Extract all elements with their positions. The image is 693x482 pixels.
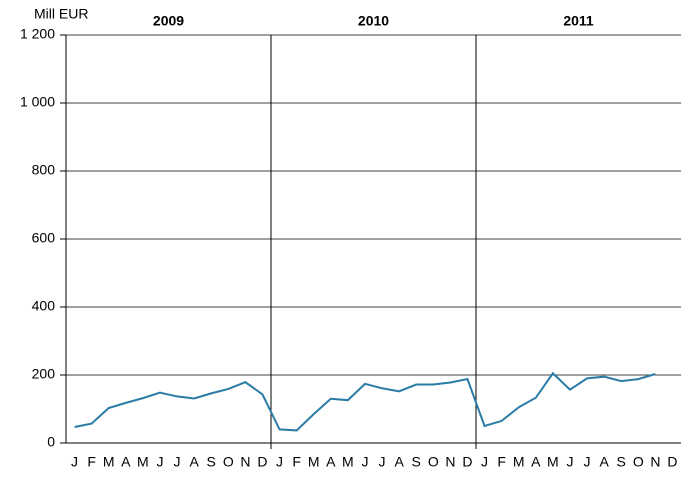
x-tick-label: S — [412, 454, 421, 470]
x-tick-label: J — [481, 454, 488, 470]
group-label: 2010 — [358, 13, 389, 29]
x-tick-label: D — [462, 454, 472, 470]
x-tick-label: O — [428, 454, 439, 470]
y-tick-label: 600 — [32, 230, 56, 246]
x-tick-label: M — [308, 454, 320, 470]
x-tick-label: A — [121, 454, 131, 470]
x-tick-label: D — [667, 454, 677, 470]
x-tick-label: N — [240, 454, 250, 470]
y-tick-label: 200 — [32, 366, 56, 382]
x-tick-label: F — [292, 454, 301, 470]
x-tick-label: A — [531, 454, 541, 470]
x-tick-label: F — [497, 454, 506, 470]
group-label: 2011 — [563, 13, 594, 29]
y-tick-label: 800 — [32, 162, 56, 178]
x-tick-label: J — [361, 454, 368, 470]
x-tick-label: A — [599, 454, 609, 470]
x-tick-label: M — [137, 454, 149, 470]
x-tick-label: J — [156, 454, 163, 470]
x-tick-label: D — [257, 454, 267, 470]
x-tick-label: M — [103, 454, 115, 470]
x-tick-label: A — [394, 454, 404, 470]
x-tick-label: J — [276, 454, 283, 470]
x-tick-label: J — [566, 454, 573, 470]
y-axis-label: Mill EUR — [34, 6, 88, 22]
x-tick-label: O — [223, 454, 234, 470]
group-label: 2009 — [153, 13, 184, 29]
y-tick-label: 1 200 — [20, 26, 55, 42]
x-tick-label: M — [342, 454, 354, 470]
x-tick-label: A — [326, 454, 336, 470]
x-tick-label: N — [650, 454, 660, 470]
x-tick-label: M — [513, 454, 525, 470]
x-tick-label: O — [633, 454, 644, 470]
y-tick-label: 400 — [32, 298, 56, 314]
x-tick-label: J — [379, 454, 386, 470]
x-tick-label: J — [584, 454, 591, 470]
x-tick-label: J — [71, 454, 78, 470]
line-series — [74, 371, 656, 432]
x-tick-label: N — [445, 454, 455, 470]
x-tick-label: M — [547, 454, 559, 470]
x-tick-label: A — [189, 454, 199, 470]
x-tick-label: S — [207, 454, 216, 470]
x-tick-label: J — [174, 454, 181, 470]
y-tick-label: 0 — [47, 434, 55, 450]
x-tick-label: S — [617, 454, 626, 470]
y-tick-label: 1 000 — [20, 94, 55, 110]
x-tick-label: F — [87, 454, 96, 470]
